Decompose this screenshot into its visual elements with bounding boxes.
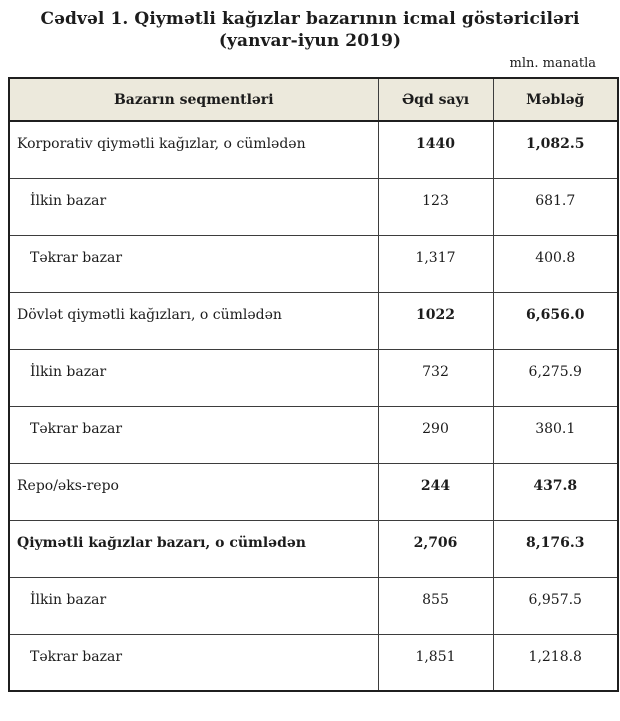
amount-cell: 437.8 (492, 462, 619, 521)
deal-count-cell: 1440 (377, 120, 494, 179)
deal-count-cell: 2,706 (377, 519, 494, 578)
unit-note: mln. manatla (509, 56, 596, 71)
segment-cell: Təkrar bazar (8, 234, 379, 293)
segment-cell: Korporativ qiymətli kağızlar, o cümlədən (8, 120, 379, 179)
table-row: Repo/əks-repo 244 437.8 (8, 462, 619, 521)
header-row: Bazarın seqmentləri Əqd sayı Məbləğ (8, 77, 619, 122)
table-body: Korporativ qiymətli kağızlar, o cümlədən… (8, 120, 619, 692)
col-header-segments: Bazarın seqmentləri (8, 77, 379, 122)
table-row: Qiymətli kağızlar bazarı, o cümlədən 2,70… (8, 519, 619, 578)
amount-cell: 380.1 (492, 405, 619, 464)
col-header-amount: Məbləğ (492, 77, 619, 122)
amount-cell: 681.7 (492, 177, 619, 236)
segment-cell: Qiymətli kağızlar bazarı, o cümlədən (8, 519, 379, 578)
table-row: Dövlət qiymətli kağızları, o cümlədən 102… (8, 291, 619, 350)
segment-cell: İlkin bazar (8, 348, 379, 407)
table-row: Korporativ qiymətli kağızlar, o cümlədən… (8, 120, 619, 179)
col-header-deal-count: Əqd sayı (377, 77, 494, 122)
amount-cell: 6,275.9 (492, 348, 619, 407)
segment-cell: Təkrar bazar (8, 633, 379, 692)
securities-summary-table: Bazarın seqmentləri Əqd sayı Məbləğ Korp… (8, 77, 619, 692)
amount-cell: 1,082.5 (492, 120, 619, 179)
deal-count-cell: 123 (377, 177, 494, 236)
deal-count-cell: 1,851 (377, 633, 494, 692)
table-row: Təkrar bazar 1,317 400.8 (8, 234, 619, 293)
amount-cell: 6,656.0 (492, 291, 619, 350)
deal-count-cell: 732 (377, 348, 494, 407)
amount-cell: 1,218.8 (492, 633, 619, 692)
table-row: İlkin bazar 123 681.7 (8, 177, 619, 236)
table-row: İlkin bazar 855 6,957.5 (8, 576, 619, 635)
table-header: Bazarın seqmentləri Əqd sayı Məbləğ (8, 77, 619, 122)
segment-cell: İlkin bazar (8, 177, 379, 236)
segment-cell: Təkrar bazar (8, 405, 379, 464)
segment-cell: İlkin bazar (8, 576, 379, 635)
table-row: İlkin bazar 732 6,275.9 (8, 348, 619, 407)
deal-count-cell: 290 (377, 405, 494, 464)
amount-cell: 8,176.3 (492, 519, 619, 578)
page-title: Cədvəl 1. Qiymətli kağızlar bazarının ic… (40, 9, 580, 51)
segment-cell: Dövlət qiymətli kağızları, o cümlədən (8, 291, 379, 350)
table-row: Təkrar bazar 1,851 1,218.8 (8, 633, 619, 692)
deal-count-cell: 1022 (377, 291, 494, 350)
table-row: Təkrar bazar 290 380.1 (8, 405, 619, 464)
deal-count-cell: 855 (377, 576, 494, 635)
amount-cell: 6,957.5 (492, 576, 619, 635)
segment-cell: Repo/əks-repo (8, 462, 379, 521)
deal-count-cell: 1,317 (377, 234, 494, 293)
deal-count-cell: 244 (377, 462, 494, 521)
amount-cell: 400.8 (492, 234, 619, 293)
